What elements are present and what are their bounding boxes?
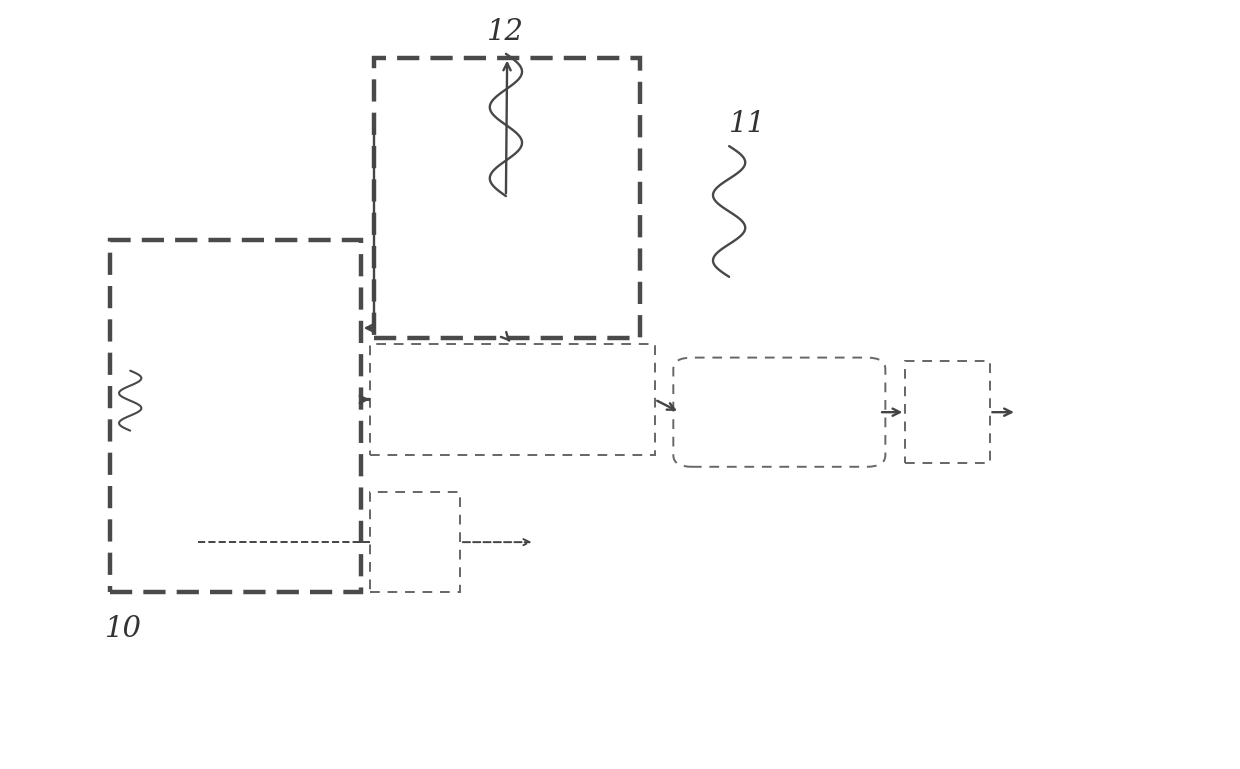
Text: $\tilde{\beta}$: $\tilde{\beta}$ [407,527,423,558]
Text: 12: 12 [487,18,525,46]
FancyBboxPatch shape [673,358,885,467]
Text: 10: 10 [105,615,143,643]
Text: $\hat{\beta}$: $\hat{\beta}$ [939,384,956,424]
Text: 11: 11 [729,111,766,138]
Bar [905,361,990,463]
Text: $\mathbf{DVS}_{\beta}$: $\mathbf{DVS}_{\beta}$ [742,396,817,428]
Bar [110,240,361,592]
Bar [374,58,640,338]
Bar [370,492,460,592]
Text: $[a_y, w_s, \dot{\psi}, a_x, \alpha]$: $[a_y, w_s, \dot{\psi}, a_x, \alpha]$ [445,386,579,413]
Bar [370,344,655,455]
